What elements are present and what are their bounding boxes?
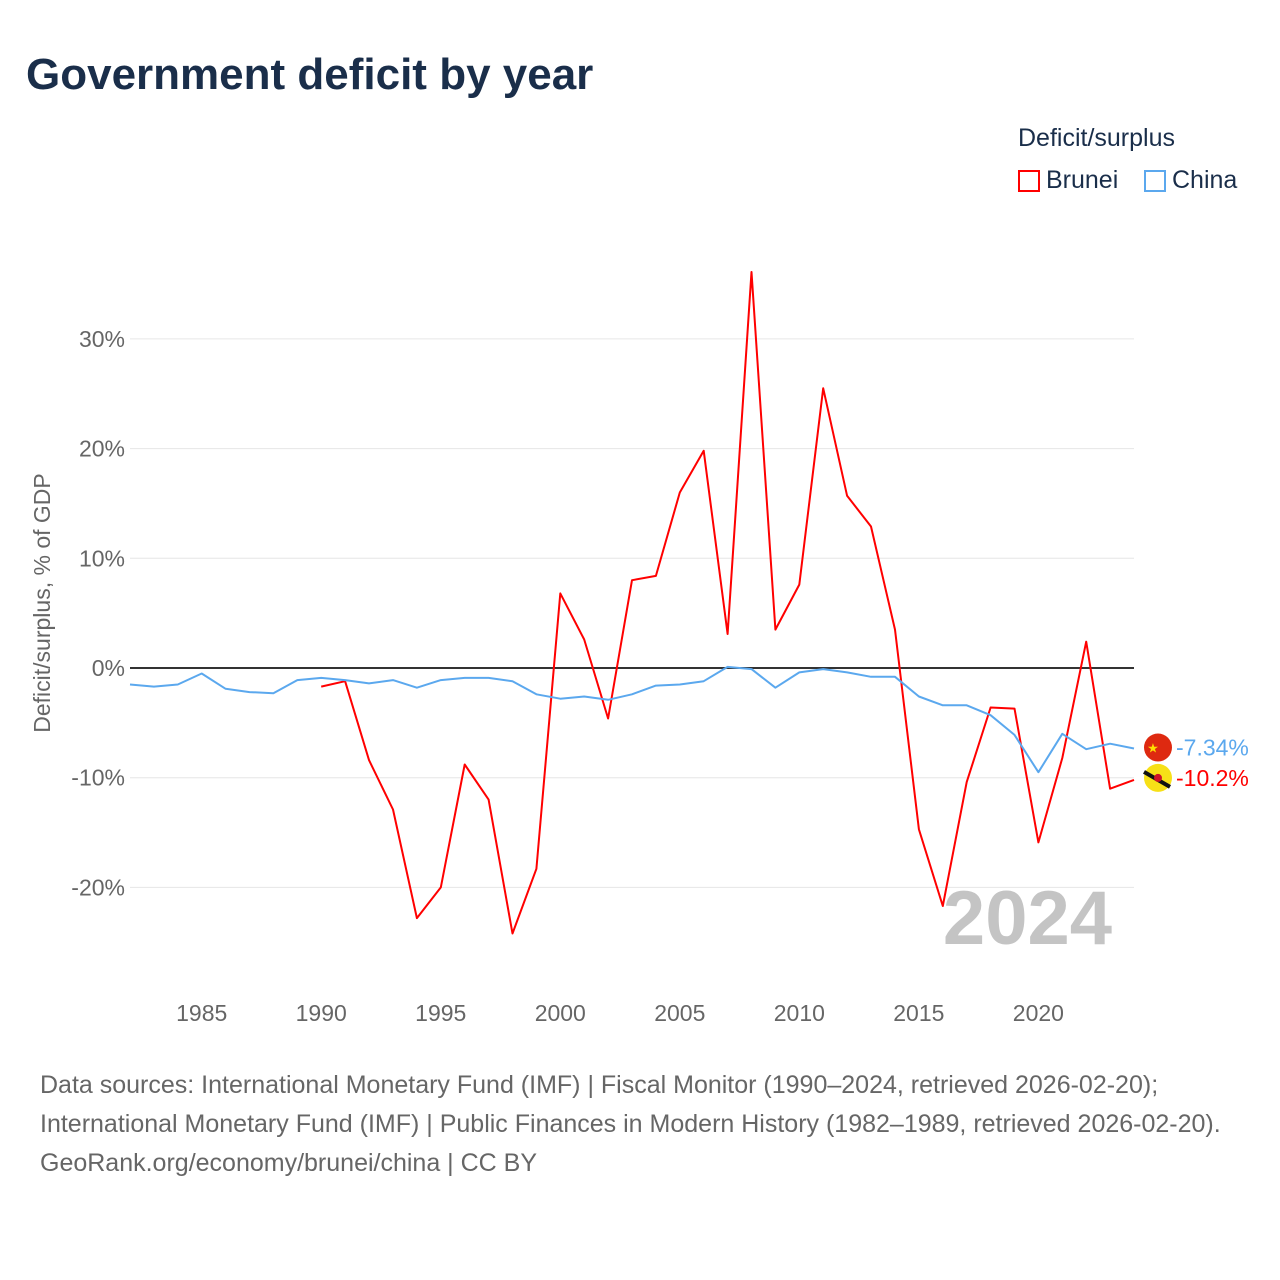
year-watermark: 2024 [943,876,1112,961]
china-flag-icon [1144,733,1172,762]
end-label-brunei: -10.2% [1176,765,1249,791]
x-tick-label: 2005 [654,1000,705,1026]
legend-item-china[interactable]: China [1144,166,1237,195]
x-tick-label: 2020 [1013,1000,1064,1026]
y-tick-label: 20% [79,436,125,462]
y-tick-label: -10% [71,765,125,791]
footer: Data sources: International Monetary Fun… [40,1066,1240,1183]
chart-title: Government deficit by year [26,50,594,99]
flag-star: ★ [1147,741,1159,756]
legend-swatch-brunei [1018,169,1040,192]
y-tick-label: 30% [79,326,125,352]
series-line-china [129,665,1135,774]
line-chart: 2024 30% 20% 10% 0% -10% -20% 1985 1990 1995 2000 2… [29,271,1249,1026]
x-tick-label: 2010 [774,1000,825,1026]
end-label-china: -7.34% [1176,735,1249,761]
y-axis-label: Deficit/surplus, % of GDP [29,473,55,732]
x-tick-label: 2015 [893,1000,944,1026]
y-tick-label: 0% [92,655,125,681]
x-tick-label: 1985 [176,1000,227,1026]
legend-swatch-china [1144,169,1166,192]
legend-label-brunei: Brunei [1046,166,1119,194]
x-tick-label: 2000 [535,1000,586,1026]
x-tick-label: 1990 [296,1000,347,1026]
data-sources: Data sources: International Monetary Fun… [40,1071,1221,1138]
legend-item-brunei[interactable]: Brunei [1018,166,1118,195]
flag-emblem [1154,773,1162,782]
y-tick-label: -20% [71,874,125,900]
legend-label-china: China [1172,166,1238,194]
y-tick-label: 10% [79,545,125,571]
credit: GeoRank.org/economy/brunei/china | CC BY [40,1149,538,1177]
legend-title: Deficit/surplus [1018,124,1175,152]
x-tick-label: 1995 [415,1000,466,1026]
series-line-brunei [320,271,1135,935]
